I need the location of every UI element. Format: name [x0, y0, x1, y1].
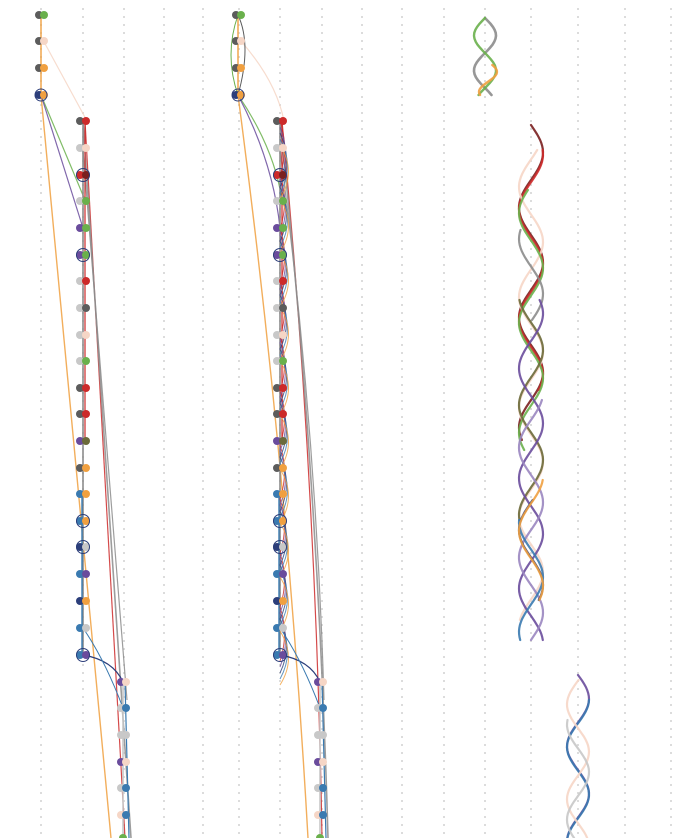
node	[316, 834, 324, 838]
node	[82, 144, 90, 152]
node	[40, 64, 48, 72]
node	[82, 410, 90, 418]
edge	[280, 655, 320, 682]
node	[279, 624, 287, 632]
node	[279, 117, 287, 125]
edge	[238, 95, 308, 838]
node	[279, 437, 287, 445]
node	[319, 704, 327, 712]
node	[319, 678, 327, 686]
node	[82, 437, 90, 445]
node	[279, 277, 287, 285]
right-bottom-strands	[567, 675, 589, 838]
edge	[238, 95, 280, 228]
node	[82, 570, 90, 578]
left-graph-edges	[41, 15, 131, 838]
node	[82, 331, 90, 339]
node	[237, 11, 245, 19]
node	[82, 624, 90, 632]
node	[82, 357, 90, 365]
dotted-grid	[41, 8, 671, 838]
node	[122, 678, 130, 686]
node	[82, 117, 90, 125]
node	[122, 811, 130, 819]
node	[279, 304, 287, 312]
node	[82, 197, 90, 205]
node	[82, 304, 90, 312]
node	[237, 37, 245, 45]
node	[279, 410, 287, 418]
node	[122, 704, 130, 712]
node	[279, 144, 287, 152]
node	[40, 37, 48, 45]
node	[82, 224, 90, 232]
node	[82, 464, 90, 472]
node	[279, 490, 287, 498]
top-edge	[238, 15, 245, 95]
node	[319, 758, 327, 766]
node	[279, 224, 287, 232]
node	[319, 811, 327, 819]
node	[279, 357, 287, 365]
node	[82, 384, 90, 392]
edge	[83, 655, 123, 682]
right-middle-strands	[519, 125, 543, 640]
node	[279, 384, 287, 392]
node	[82, 597, 90, 605]
middle-graph-edges	[231, 15, 328, 838]
node	[122, 784, 130, 792]
node	[82, 277, 90, 285]
node	[279, 197, 287, 205]
node	[319, 731, 327, 739]
node	[82, 490, 90, 498]
node	[279, 570, 287, 578]
node	[279, 464, 287, 472]
node	[119, 834, 127, 838]
node	[122, 758, 130, 766]
node	[40, 11, 48, 19]
edge	[43, 40, 87, 121]
node	[319, 784, 327, 792]
node	[279, 597, 287, 605]
top-edge	[231, 15, 238, 95]
node	[279, 331, 287, 339]
edge	[83, 121, 131, 838]
node	[237, 64, 245, 72]
node	[122, 731, 130, 739]
